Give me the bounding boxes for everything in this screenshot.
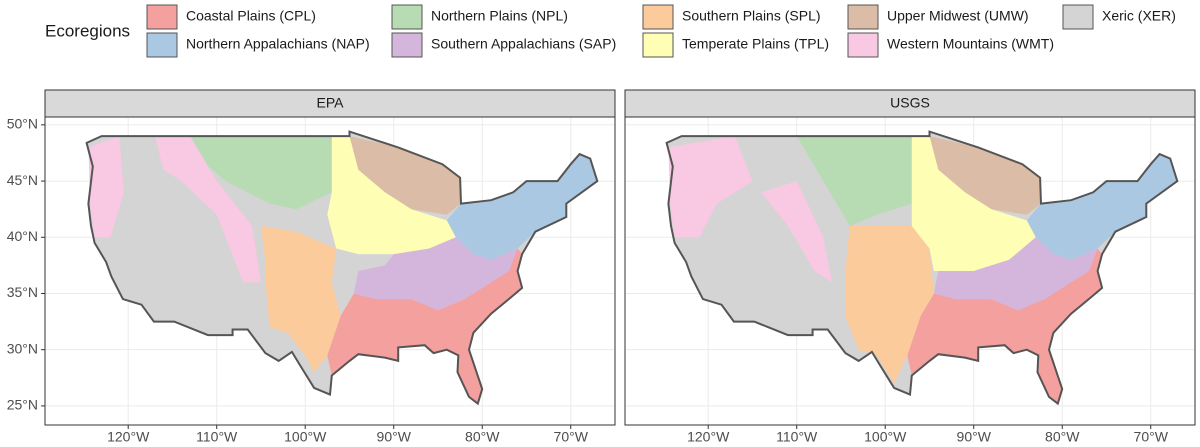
region	[88, 136, 124, 238]
x-tick-label: 110°W	[196, 429, 238, 445]
legend-label: Southern Plains (SPL)	[682, 8, 821, 24]
legend-key	[642, 4, 674, 30]
legend-key	[1062, 4, 1094, 30]
y-tick-label: 35°N	[7, 284, 38, 300]
x-tick-label: 70°W	[554, 429, 589, 445]
x-tick-label: 90°W	[377, 429, 412, 445]
legend-label: Upper Midwest (UMW)	[887, 8, 1029, 24]
region	[353, 237, 518, 311]
region	[668, 136, 753, 238]
legend-key	[146, 32, 178, 58]
legend-title: Ecoregions	[45, 21, 130, 40]
y-tick-label: 25°N	[7, 397, 38, 413]
legend-label: Northern Appalachians (NAP)	[186, 36, 370, 52]
y-tick-label: 45°N	[7, 172, 38, 188]
legend-label: Southern Appalachians (SAP)	[431, 36, 616, 52]
x-tick-label: 80°W	[465, 429, 500, 445]
strip	[44, 89, 616, 118]
x-tick-label: 120°W	[107, 429, 150, 445]
us-outline	[665, 130, 1179, 406]
region	[446, 154, 598, 260]
region	[845, 226, 934, 384]
region	[761, 181, 833, 283]
panel-border	[624, 116, 1196, 426]
legend-label: Temperate Plains (TPL)	[682, 36, 829, 52]
legend-label: Xeric (XER)	[1102, 8, 1176, 24]
region	[796, 136, 912, 226]
legend-key	[642, 32, 674, 58]
x-tick-label: 70°W	[1134, 429, 1169, 445]
x-tick-label: 100°W	[284, 429, 327, 445]
x-tick-label: 110°W	[776, 429, 818, 445]
x-tick-label: 90°W	[957, 429, 992, 445]
legend-key	[847, 4, 879, 30]
legend-key	[391, 4, 423, 30]
x-tick-label: 120°W	[687, 429, 730, 445]
y-tick-label: 40°N	[7, 228, 38, 244]
legend-label: Coastal Plains (CPL)	[186, 8, 316, 24]
y-tick-label: 30°N	[7, 340, 38, 356]
x-tick-label: 100°W	[864, 429, 907, 445]
legend-key	[391, 32, 423, 58]
region	[327, 136, 456, 255]
region	[929, 136, 1041, 215]
region	[261, 226, 341, 373]
panel-title: USGS	[890, 95, 930, 111]
legend-label: Western Mountains (WMT)	[887, 36, 1054, 52]
y-tick-label: 50°N	[7, 116, 38, 132]
region	[349, 136, 461, 215]
region	[1026, 154, 1178, 260]
legend-label: Northern Plains (NPL)	[431, 8, 568, 24]
x-tick-label: 80°W	[1045, 429, 1080, 445]
region	[154, 136, 261, 283]
us-outline	[85, 130, 599, 406]
panel-border	[44, 116, 616, 426]
legend-key	[146, 4, 178, 30]
region	[190, 136, 332, 210]
legend-key	[847, 32, 879, 58]
region	[911, 136, 1036, 271]
panel-title: EPA	[317, 95, 345, 111]
